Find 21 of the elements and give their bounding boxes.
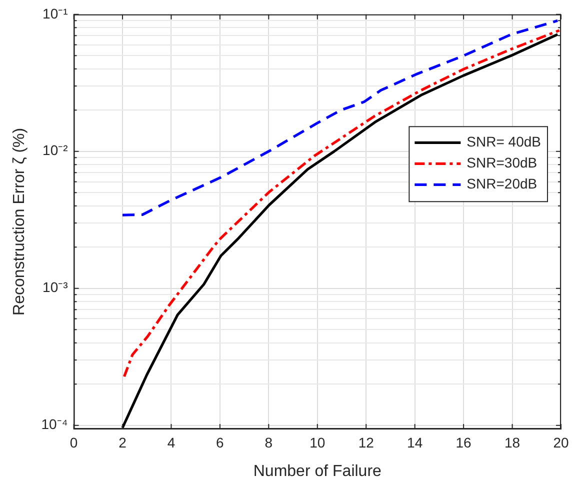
x-tick-label: 10 bbox=[310, 434, 326, 450]
x-tick-label: 8 bbox=[264, 434, 273, 450]
y-axis-title: Reconstruction Error ζ (%) bbox=[11, 128, 28, 316]
legend-label: SNR=20dB bbox=[466, 176, 538, 192]
x-tick-label: 18 bbox=[504, 434, 520, 450]
x-tick-label: 2 bbox=[118, 434, 127, 450]
x-tick-label: 0 bbox=[70, 434, 78, 450]
y-tick-label: 10⁻² bbox=[42, 142, 68, 158]
legend-label: SNR=30dB bbox=[466, 154, 538, 171]
x-tick-label: 14 bbox=[407, 434, 423, 450]
y-tick-label: 10⁻⁴ bbox=[41, 416, 68, 432]
x-tick-label: 16 bbox=[456, 434, 472, 450]
legend-label: SNR= 40dB bbox=[466, 134, 542, 150]
x-tick-label: 12 bbox=[358, 434, 374, 450]
y-tick-label: 10⁻³ bbox=[42, 279, 68, 296]
x-tick-label: 4 bbox=[167, 434, 176, 450]
line-series bbox=[121, 19, 559, 216]
x-tick-label: 20 bbox=[553, 434, 569, 450]
x-tick-label: 6 bbox=[216, 434, 224, 450]
x-axis-title: Number of Failure bbox=[253, 462, 382, 480]
y-tick-label: 10⁻¹ bbox=[42, 5, 68, 22]
